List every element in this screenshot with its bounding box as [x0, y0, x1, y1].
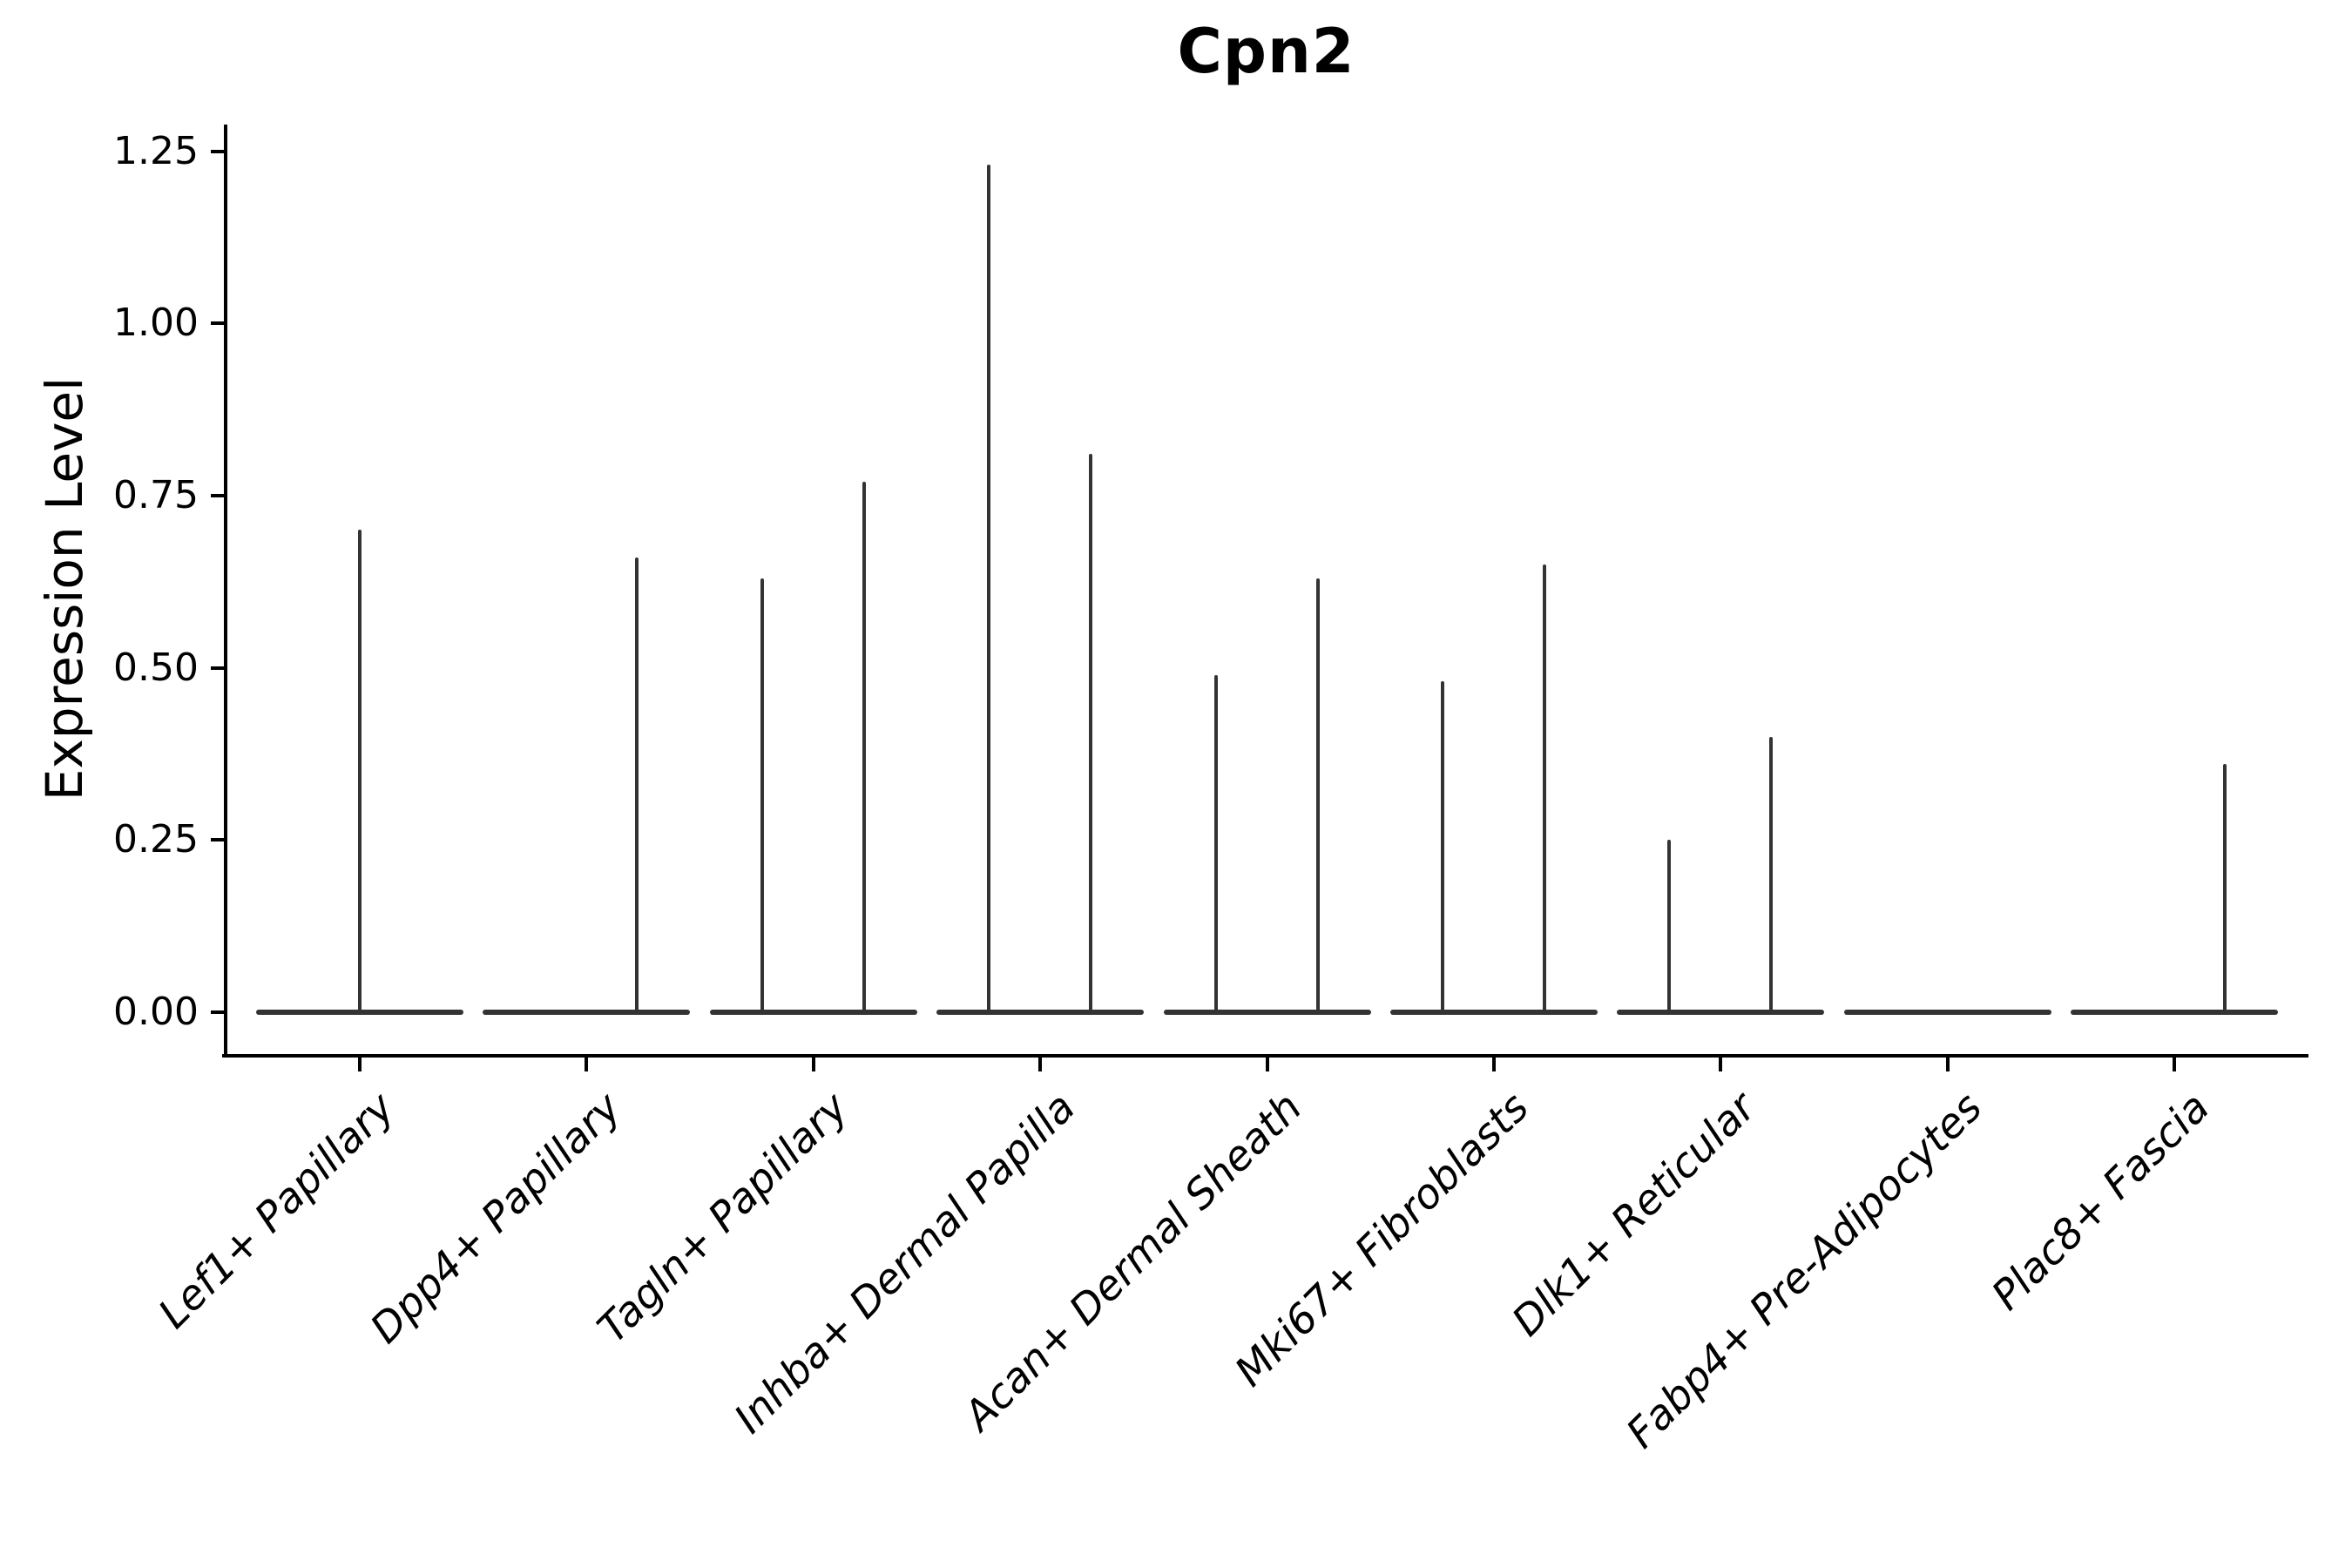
x-tick-mark	[1719, 1058, 1723, 1071]
x-tick-mark	[1492, 1058, 1496, 1071]
y-tick-label: 0.00	[113, 990, 199, 1034]
violin-spike	[1769, 736, 1774, 1014]
x-tick-label: Plac8+ Fascia	[1982, 1083, 2219, 1320]
violin-body	[709, 1010, 917, 1015]
x-tick-mark	[585, 1058, 589, 1071]
violin-spike	[358, 530, 362, 1014]
x-tick-mark	[1265, 1058, 1269, 1071]
violin-spike	[1667, 840, 1672, 1014]
violin-spike	[1315, 578, 1320, 1014]
violin-spike	[635, 558, 639, 1014]
violin-body	[483, 1010, 691, 1015]
x-tick-mark	[1038, 1058, 1043, 1071]
x-tick-mark	[1945, 1058, 1950, 1071]
y-tick-mark	[211, 838, 224, 842]
y-tick-mark	[211, 1010, 224, 1014]
violin-body	[1390, 1010, 1598, 1015]
y-tick-label: 1.25	[113, 128, 199, 173]
y-tick-label: 1.00	[113, 301, 199, 346]
y-axis-label: Expression Level	[35, 376, 94, 801]
violin-body	[1617, 1010, 1825, 1015]
violin-spike	[760, 578, 764, 1014]
violin-body	[1843, 1010, 2051, 1015]
x-axis-spine	[222, 1054, 2308, 1058]
y-tick-mark	[211, 493, 224, 497]
x-tick-label: Lef1+ Papillary	[149, 1083, 404, 1338]
violin-body	[2071, 1010, 2279, 1015]
y-tick-mark	[211, 666, 224, 670]
x-tick-label: Dpp4+ Papillary	[362, 1083, 632, 1354]
violin-body	[1163, 1010, 1371, 1015]
violin-spike	[987, 165, 991, 1014]
y-tick-label: 0.50	[113, 645, 199, 690]
y-axis-spine	[224, 125, 227, 1058]
violin-body	[936, 1010, 1145, 1015]
x-tick-label: Dlk1+ Reticular	[1503, 1083, 1766, 1346]
violin-spike	[1543, 564, 1546, 1014]
y-tick-mark	[211, 321, 224, 326]
violin-spike	[1213, 674, 1218, 1014]
violin-spike	[2223, 764, 2227, 1014]
x-tick-mark	[811, 1058, 815, 1071]
y-tick-label: 0.75	[113, 472, 199, 517]
x-tick-mark	[358, 1058, 362, 1071]
violin-spike	[862, 482, 866, 1014]
violin-spike	[1441, 681, 1444, 1014]
violin-spike	[1089, 454, 1093, 1014]
y-tick-mark	[211, 149, 224, 153]
y-tick-label: 0.25	[113, 817, 199, 862]
chart-title: Cpn2	[1177, 16, 1355, 87]
x-tick-mark	[2173, 1058, 2177, 1071]
x-tick-label: Tagln+ Papillary	[588, 1083, 858, 1353]
